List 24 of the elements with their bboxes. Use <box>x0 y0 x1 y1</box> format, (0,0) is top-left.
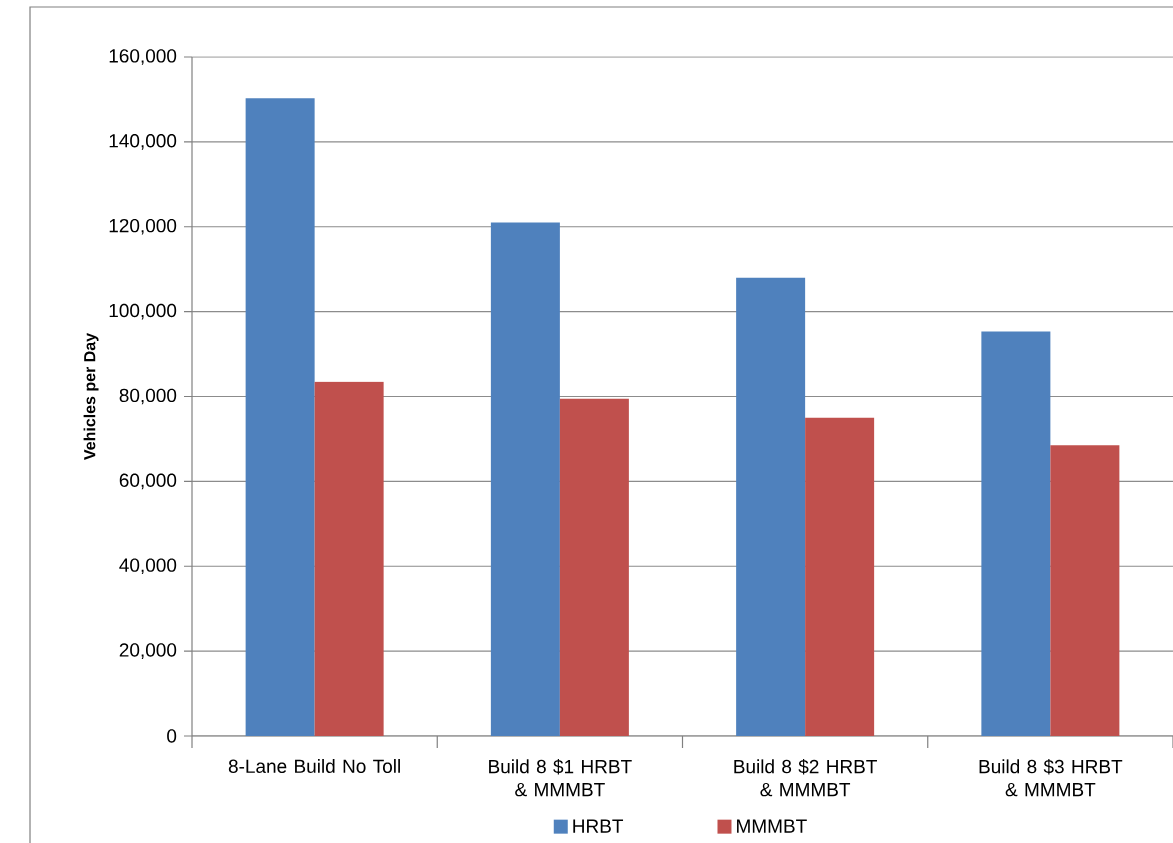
x-tick-label: Build 8 $3 HRBT & MMMBT <box>979 759 1123 797</box>
y-tick-label: 80,000 <box>119 388 177 405</box>
bar <box>314 381 384 736</box>
y-tick-label: 140,000 <box>109 134 177 150</box>
bar <box>490 222 560 736</box>
bar <box>805 417 875 736</box>
y-tick-label: 20,000 <box>119 643 177 659</box>
y-tick-label: 0 <box>167 729 177 743</box>
legend-label: HRBT <box>573 819 624 833</box>
bar <box>1050 445 1120 736</box>
y-tick-label: 100,000 <box>109 303 177 320</box>
bar <box>981 331 1051 736</box>
y-axis-title: Vehicles per Day <box>83 333 99 460</box>
bar <box>559 398 629 736</box>
x-tick-label: Build 8 $2 HRBT & MMMBT <box>734 759 877 797</box>
x-tick-label: 8-Lane Build No Toll <box>228 759 400 774</box>
y-tick-label: 40,000 <box>119 558 177 575</box>
y-tick-label: 60,000 <box>119 473 177 490</box>
x-tick-label: Build 8 $1 HRBT & MMMBT <box>489 759 632 797</box>
y-tick-label: 120,000 <box>109 218 177 235</box>
bar <box>736 277 806 736</box>
legend-label: MMMBT <box>737 819 807 833</box>
y-tick-label: 160,000 <box>109 49 177 65</box>
bar <box>245 98 315 736</box>
